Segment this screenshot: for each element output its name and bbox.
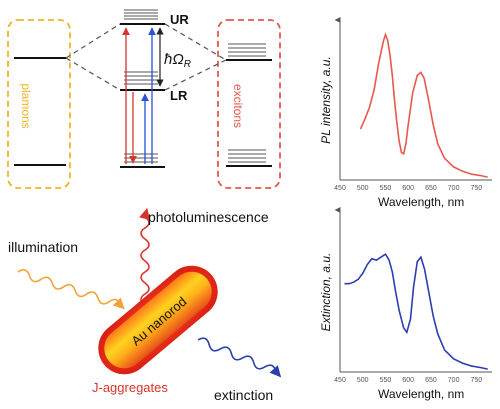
extinction-wave bbox=[197, 337, 282, 378]
pl-chart: 450 500 550 600 650 700 750 Wavelength, nm PL … bbox=[319, 17, 492, 209]
au-nanorod: Au nanorod bbox=[98, 265, 218, 375]
x-tick-label: 600 bbox=[402, 185, 414, 192]
x-tick-label: 500 bbox=[357, 377, 369, 384]
x-tick-label: 700 bbox=[448, 185, 460, 192]
extinction-chart-x-label: Wavelength, nm bbox=[378, 387, 464, 401]
exciton-ground-band bbox=[228, 149, 266, 163]
x-tick-label: 650 bbox=[425, 377, 437, 384]
exciton-box-label: excitons bbox=[231, 84, 245, 128]
extinction-chart-series-line bbox=[344, 253, 488, 370]
coupling-lines bbox=[65, 23, 227, 91]
coating-label: J-aggregates bbox=[92, 380, 168, 395]
pl-chart-ticks: 450 500 550 600 650 700 750 bbox=[334, 185, 482, 192]
x-tick-label: 750 bbox=[471, 377, 483, 384]
exciton-upper-band bbox=[228, 43, 266, 57]
illumination-wave bbox=[17, 269, 125, 310]
lower-hybrid-label: LR bbox=[170, 88, 188, 103]
pl-chart-x-label: Wavelength, nm bbox=[378, 195, 464, 209]
x-tick-label: 650 bbox=[425, 185, 437, 192]
extinction-chart-ticks: 450 500 550 600 650 700 750 bbox=[334, 377, 482, 384]
x-tick-label: 450 bbox=[334, 185, 346, 192]
extinction-chart: 450 500 550 600 650 700 750 Wavelength, nm Ext… bbox=[319, 207, 492, 401]
illumination-label: illumination bbox=[8, 239, 78, 255]
x-tick-label: 450 bbox=[334, 377, 346, 384]
x-tick-label: 700 bbox=[448, 377, 460, 384]
x-tick-label: 550 bbox=[380, 377, 392, 384]
plasmon-box-label: plamons bbox=[19, 83, 33, 128]
energy-diagram: plamons excitons UR bbox=[7, 9, 281, 189]
photoluminescence-wave bbox=[139, 207, 150, 306]
x-tick-label: 600 bbox=[402, 377, 414, 384]
nanorod-illustration: illumination photoluminescence extinctio… bbox=[8, 207, 282, 403]
extinction-label: extinction bbox=[214, 387, 273, 403]
extinction-chart-y-label: Extinction, a.u. bbox=[319, 253, 333, 332]
lower-hybrid-band bbox=[124, 71, 158, 85]
x-tick-label: 750 bbox=[471, 185, 483, 192]
plasmon-box bbox=[7, 19, 71, 189]
exciton-box bbox=[217, 19, 281, 189]
nanorod-core bbox=[104, 271, 212, 369]
upper-hybrid-band bbox=[124, 9, 158, 20]
x-tick-label: 500 bbox=[357, 185, 369, 192]
pl-chart-y-label: PL intensity, a.u. bbox=[319, 56, 333, 144]
rabi-splitting-label: ħΩR bbox=[164, 51, 191, 70]
ground-hybrid-band bbox=[124, 153, 158, 163]
upper-hybrid-label: UR bbox=[170, 12, 189, 27]
photoluminescence-label: photoluminescence bbox=[148, 209, 269, 225]
x-tick-label: 550 bbox=[380, 185, 392, 192]
pl-chart-series-line bbox=[359, 32, 488, 178]
